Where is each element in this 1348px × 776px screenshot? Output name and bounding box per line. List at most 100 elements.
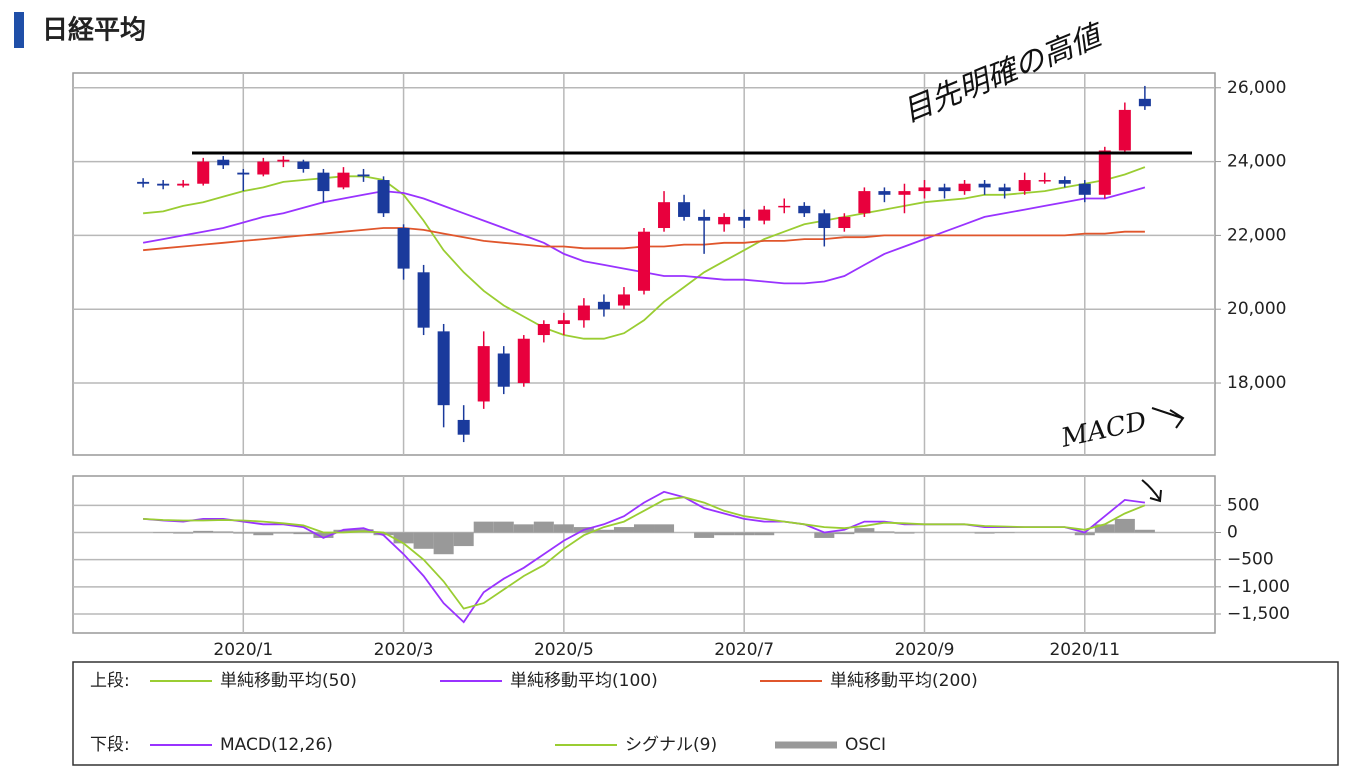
osci-bar (233, 532, 254, 534)
candle-body (658, 202, 671, 229)
candle-body (397, 228, 410, 269)
candle-body (617, 294, 630, 306)
candle-body (1118, 109, 1131, 151)
x-tick-label: 2020/1 (213, 640, 273, 660)
osci-bar (553, 524, 574, 533)
x-tick-label: 2020/3 (374, 640, 434, 660)
handwritten-note: MACD (1058, 406, 1150, 453)
candle-body (417, 272, 430, 328)
candle-body (177, 183, 190, 186)
candle-body (838, 216, 851, 229)
y-tick-label: 26,000 (1227, 78, 1286, 98)
macd-line (143, 496, 1146, 610)
legend-label: 単純移動平均(50) (220, 671, 357, 691)
y-tick-label: 0 (1227, 522, 1238, 542)
candle-body (377, 180, 390, 214)
osci-bar (694, 532, 715, 538)
arrow (1141, 479, 1162, 503)
candle-body (537, 323, 550, 336)
x-tick-label: 2020/9 (895, 640, 955, 660)
osci-bar (874, 531, 895, 533)
candle-body (317, 172, 330, 192)
y-tick-label: 22,000 (1227, 225, 1286, 245)
candle-body (297, 161, 310, 169)
osci-bar (533, 521, 554, 533)
osci-bar (1134, 529, 1155, 533)
candle-body (738, 216, 751, 221)
candle-body (577, 305, 590, 321)
osci-bar (313, 532, 334, 538)
osci-bar (894, 532, 915, 534)
legend-label: 単純移動平均(100) (510, 671, 658, 691)
candle-body (477, 346, 490, 402)
osci-bar (834, 532, 855, 535)
osci-bar (173, 532, 194, 534)
candle-body (157, 183, 170, 186)
candle-body (898, 191, 911, 195)
osci-bar (513, 524, 534, 533)
moving-average-line (143, 166, 1146, 340)
title-marker (14, 12, 24, 48)
osci-bar (854, 528, 875, 533)
candle-body (938, 187, 951, 192)
osci-bar (974, 532, 995, 534)
legend-label: シグナル(9) (625, 735, 717, 755)
candle-body (517, 338, 530, 384)
osci-bar (453, 532, 474, 547)
y-tick-label: 18,000 (1227, 373, 1286, 393)
osci-bar (273, 532, 294, 534)
osci-bar (593, 529, 614, 533)
candle-body (678, 202, 691, 217)
y-tick-label: 20,000 (1227, 299, 1286, 319)
legend-group-label: 下段: (90, 735, 130, 755)
x-tick-label: 2020/7 (714, 640, 774, 660)
osci-bar (1094, 524, 1115, 533)
osci-bar (633, 524, 655, 533)
osci-bar (754, 532, 775, 536)
candle-body (497, 353, 510, 387)
candle-body (457, 419, 470, 435)
y-tick-label: −500 (1227, 550, 1274, 570)
y-tick-label: −1,500 (1227, 604, 1290, 624)
plot-layer: 18,000 20,000 22,000 24,000 26,000 2020/1 2020… (73, 73, 1290, 660)
y-tick-label: 500 (1227, 495, 1259, 515)
osci-bar (714, 532, 735, 536)
x-tick-label: 2020/5 (534, 640, 594, 660)
y-tick-label: 24,000 (1227, 152, 1286, 172)
candle-body (998, 187, 1011, 192)
candle-body (217, 159, 230, 166)
osci-bar (814, 532, 835, 538)
candle-body (237, 172, 250, 175)
legend-box (72, 661, 1339, 766)
lower-plot-frame (72, 475, 1216, 634)
candle-body (637, 231, 651, 291)
osci-bar (1074, 532, 1095, 536)
osci-bar (613, 527, 634, 533)
candle-body (698, 216, 711, 221)
candle-body (337, 172, 350, 188)
candle-body (1058, 180, 1071, 184)
candle-body (858, 191, 871, 214)
legend: 上段: 単純移動平均(50) 単純移動平均(100) 単純移動平均(200) 下段: MA… (90, 671, 978, 755)
osci-bar (654, 524, 675, 533)
osci-bar (373, 532, 394, 536)
candle-body (1038, 180, 1051, 182)
candle-body (878, 191, 891, 195)
osci-bar (293, 532, 314, 535)
candle-body (1098, 150, 1111, 195)
candle-body (718, 216, 731, 225)
candle-body (137, 181, 150, 184)
osci-bar (393, 532, 414, 544)
candle-body (1138, 98, 1151, 107)
candle-body (257, 161, 270, 175)
osci-bar (1114, 518, 1135, 533)
osci-bar (193, 530, 214, 533)
candle-body (1018, 180, 1031, 192)
candle-body (818, 213, 831, 229)
osci-bar (253, 532, 274, 536)
legend-label: OSCI (845, 735, 886, 755)
candle-body (1078, 183, 1091, 195)
legend-label: MACD(12,26) (220, 735, 333, 755)
x-tick-label: 2020/11 (1049, 640, 1120, 660)
candle-body (778, 205, 791, 208)
